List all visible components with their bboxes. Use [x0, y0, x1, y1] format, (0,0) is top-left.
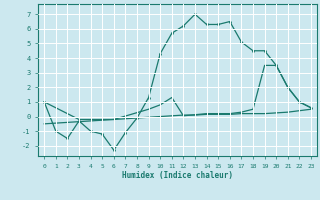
X-axis label: Humidex (Indice chaleur): Humidex (Indice chaleur)	[122, 171, 233, 180]
